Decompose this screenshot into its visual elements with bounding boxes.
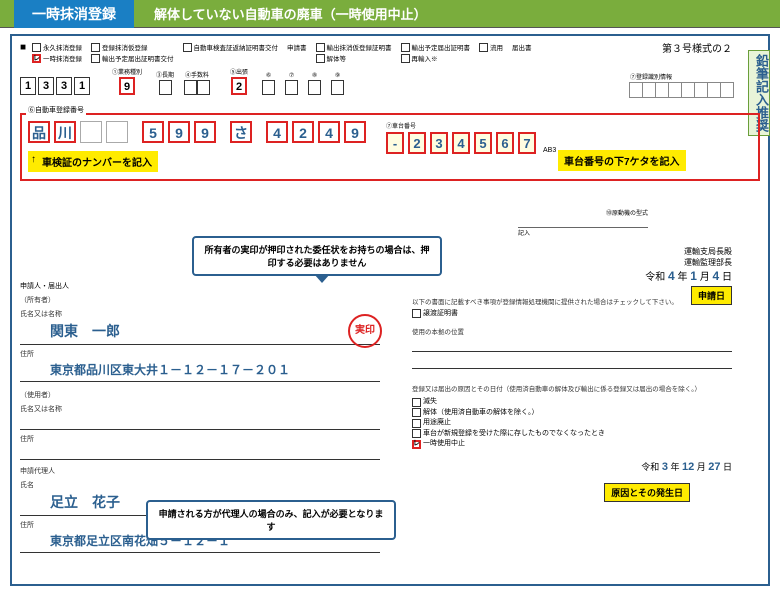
header-tag: 一時抹消登録 [14,0,134,28]
bottom-balloon: 申請される方が代理人の場合のみ、記入が必要となります [146,500,396,540]
checkbox-suspend[interactable] [412,440,421,449]
seal-stamp: 実印 [348,314,382,348]
top-checkbox-row: ■ 永久抹消登録 一時抹消登録 登録抹消仮登録 輸出予定届出証明書交付 自動車検… [20,42,760,63]
vin-lookup: ⑩原動機の型式 記入 [518,208,648,237]
checkbox[interactable] [32,43,41,52]
vin-note: 車台番号の下7ケタを記入 [558,150,686,171]
reason-date: 令和 3 年 12 月 27 日 [641,460,732,473]
balloon-seal: 所有者の実印が押印された委任状をお持ちの場合は、押印する必要はありません [192,236,442,276]
owner-address: 東京都品川区東大井１－１２－１７－２０１ [20,359,380,382]
right-column: 以下の書面に記載すべき事項が登録情報処理機関に提供された場合はチェックして下さい… [412,296,732,450]
owner-name: 関東 一郎 [20,319,380,345]
form-body: 鉛筆記入推奨 第３号様式の２ ■ 永久抹消登録 一時抹消登録 登録抹消仮登録 輸… [10,34,770,586]
id-strip: ⑦登録識別情報 [630,82,734,98]
form-number: 第３号様式の２ [662,40,732,55]
header-subtitle: 解体していない自動車の廃車（一時使用中止） [154,4,427,23]
plate-note: 車検証のナンバーを記入 [28,151,158,172]
checkbox-checked[interactable] [32,54,41,63]
